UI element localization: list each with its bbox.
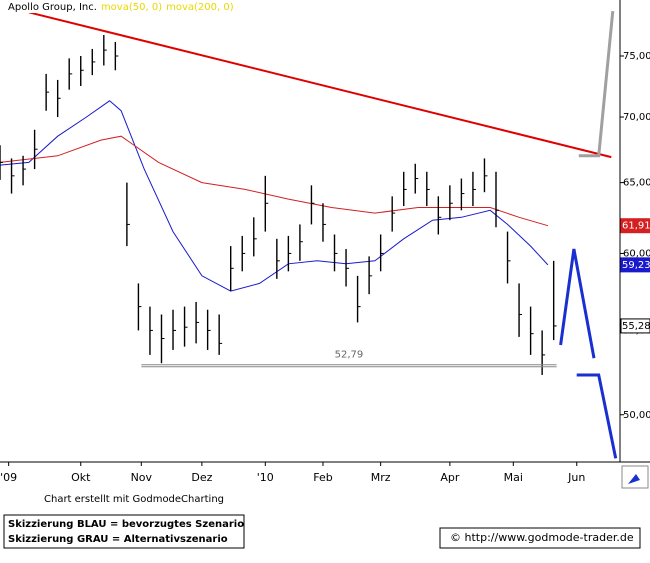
last-value-label: 55,28 — [622, 321, 650, 332]
x-tick-label: '09 — [0, 471, 17, 484]
scenario-sketch — [578, 10, 615, 158]
x-tick-label: Mai — [504, 471, 523, 484]
y-tick-label: 75,00 — [623, 51, 650, 62]
legend-bg — [0, 0, 215, 13]
legend-entry: mova(200, 0) — [166, 2, 234, 13]
x-tick-label: Nov — [131, 471, 153, 484]
x-tick-label: Apr — [440, 471, 460, 484]
x-tick-label: '10 — [257, 471, 274, 484]
legend-entry: mova(50, 0) — [101, 2, 162, 13]
x-tick-label: Dez — [191, 471, 212, 484]
y-tick-label: 50,00 — [623, 410, 650, 421]
tool-icon-glyph — [628, 474, 640, 484]
moving-average — [0, 135, 549, 227]
last-value-box — [620, 257, 650, 273]
support-label: 52,79 — [335, 350, 364, 361]
note: Skizzierung BLAU = bevorzugtes Szenario — [8, 519, 244, 530]
chart-title: Apollo Group, Inc. — [8, 2, 97, 13]
y-tick-label: 65,00 — [623, 178, 650, 189]
scenario-sketch — [559, 248, 596, 359]
y-tick-label: 60,00 — [623, 248, 650, 259]
note: Skizzierung GRAU = Alternativszenario — [8, 534, 228, 545]
last-value-box — [620, 318, 650, 334]
x-tick-label: Jun — [567, 471, 585, 484]
credit: Chart erstellt mit GodmodeCharting — [44, 494, 224, 505]
last-value-label: 61,91 — [622, 221, 650, 232]
copyright: © http://www.godmode-trader.de — [450, 531, 634, 544]
copyright-box — [439, 527, 641, 549]
x-tick-label: Okt — [71, 471, 91, 484]
scenario-sketch — [576, 373, 618, 459]
moving-average — [0, 100, 549, 292]
notes-box — [3, 514, 245, 549]
last-value-label: 59,23 — [622, 260, 650, 271]
trendline — [28, 11, 612, 159]
y-tick-label: 70,00 — [623, 112, 650, 123]
x-tick-label: Feb — [313, 471, 332, 484]
last-value-box — [620, 218, 650, 234]
x-tick-label: Mrz — [371, 471, 391, 484]
